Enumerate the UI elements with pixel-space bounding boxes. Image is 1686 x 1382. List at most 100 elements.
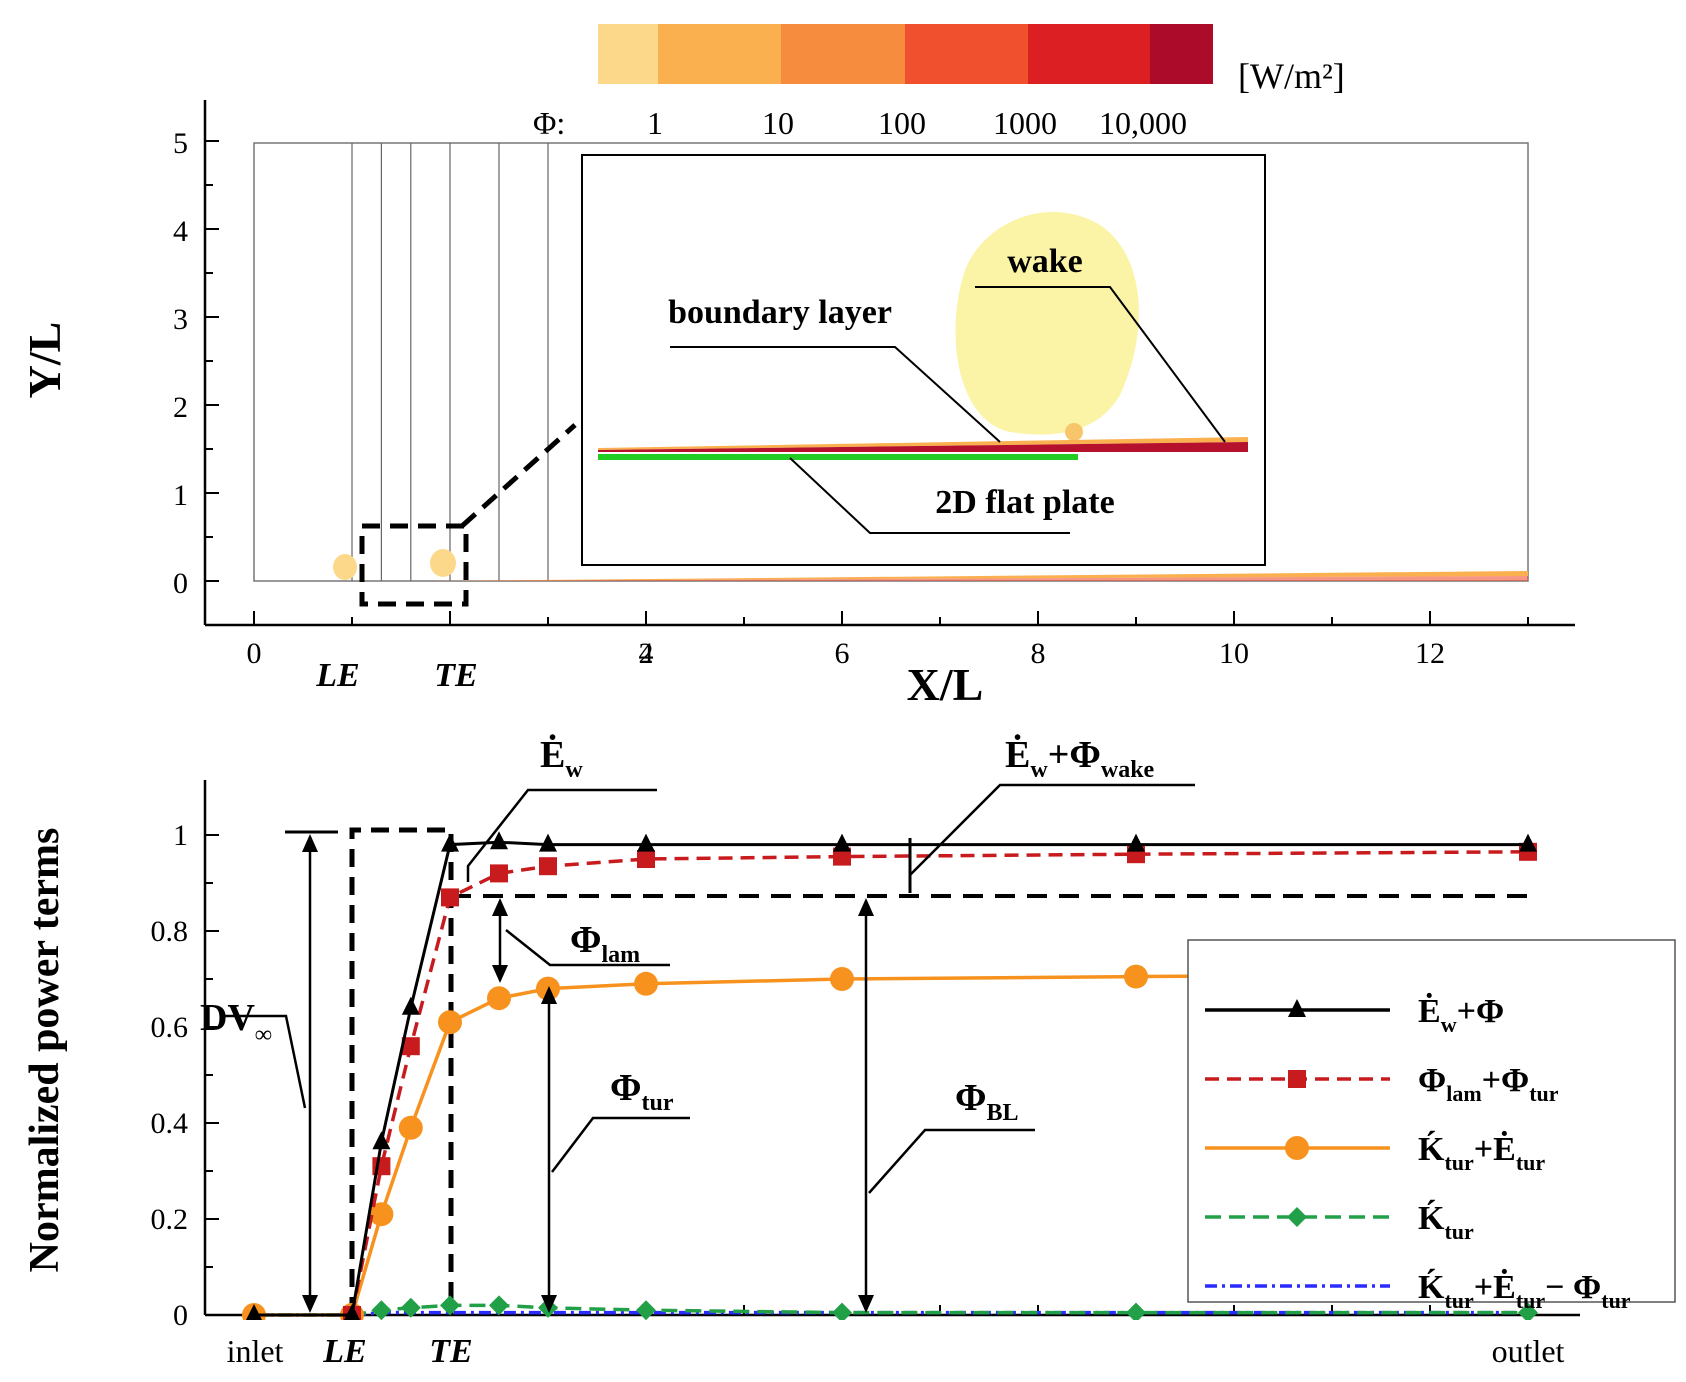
data-point-triangle [539, 833, 557, 852]
x-tick-label: 8 [1031, 637, 1046, 670]
data-point-diamond [832, 1302, 852, 1320]
data-point-triangle [441, 833, 459, 852]
phi-tur-annotation: Φtur [610, 1067, 674, 1116]
colorbar-swatch [781, 24, 905, 84]
legend-label: Ėw+Φ [1418, 992, 1504, 1037]
dv-leader [220, 1014, 307, 1109]
annotations [220, 783, 1195, 1305]
data-point-diamond [371, 1300, 392, 1320]
data-point-diamond [1126, 1302, 1146, 1320]
inset-bl-outer [598, 437, 1248, 450]
top-x-label: X/L [907, 659, 984, 710]
colorbar-tick: 100 [878, 105, 926, 141]
arrowhead [302, 1295, 318, 1313]
zoom-box [359, 523, 469, 607]
data-point-triangle [833, 833, 851, 852]
flat-plate-leader [789, 457, 1070, 534]
data-point-square [490, 864, 508, 883]
dv-reference-box [349, 827, 454, 1315]
arrowhead [492, 898, 508, 916]
phi-tur-leader [551, 1116, 690, 1173]
legend-label: Φlam+Φtur [1418, 1062, 1559, 1106]
x-tick-label: 4 [639, 637, 654, 670]
y-tick-label: 1 [173, 819, 188, 852]
bottom-y-label: Normalized power terms [22, 828, 68, 1273]
data-point-diamond [400, 1297, 421, 1318]
data-point-triangle [490, 831, 508, 850]
x-tick-label: 0 [247, 637, 262, 670]
reference-lines [349, 827, 1528, 1315]
station-lines [351, 143, 549, 581]
zoom-connector [460, 423, 577, 528]
wake-region [955, 212, 1139, 435]
le-blob [333, 554, 357, 580]
data-point-triangle [401, 996, 420, 1015]
x-tick-label: 6 [835, 637, 850, 670]
y-tick-label: 0 [173, 567, 188, 600]
y-tick-label: 2 [173, 391, 188, 424]
y-tick-label: 1 [173, 479, 188, 512]
wake-leader [975, 286, 1226, 443]
data-point-triangle [344, 1304, 360, 1320]
data-point-triangle [637, 833, 655, 852]
y-tick-label: 4 [173, 215, 188, 248]
data-point-circle [1285, 1136, 1309, 1160]
y-tick-label: 0 [173, 1299, 188, 1332]
x-label-outlet: outlet [1492, 1333, 1565, 1369]
colorbar-swatch [658, 24, 781, 84]
data-point-circle [634, 971, 658, 996]
legend-label: Ḱtur [1418, 1200, 1474, 1244]
x-tick-label: 12 [1415, 637, 1445, 670]
flat-plate-label: 2D flat plate [935, 484, 1114, 521]
arrowhead [858, 898, 874, 916]
data-point-circle [369, 1202, 394, 1227]
data-point-square [401, 1037, 420, 1056]
data-point-circle [438, 1010, 462, 1035]
boundary-layer-core [430, 576, 1528, 581]
inset-bl-core [598, 442, 1248, 452]
top-ticks [205, 140, 1529, 625]
arrowhead [541, 1295, 557, 1313]
flat-plate [598, 454, 1078, 460]
y-tick-label: 0.2 [151, 1203, 189, 1236]
arrowhead [858, 1295, 874, 1313]
x-tick-label: 2 [639, 637, 654, 670]
top-plot: 0 2 4 6 8 10 12 0 1 2 3 4 5 LE TE X/L Y/… [19, 100, 1575, 710]
legend-frame [1187, 939, 1676, 1303]
colorbar-tick: 1 [647, 105, 663, 141]
colorbar-swatch [1150, 24, 1213, 84]
phi-bl-leader [868, 1128, 1035, 1194]
series-layer [242, 831, 1540, 1320]
ew-annotation: Ėw [540, 734, 583, 783]
data-point-square [1288, 1070, 1306, 1088]
y-tick-label: 5 [173, 127, 188, 160]
x-label-te: TE [429, 1333, 472, 1370]
phi-lam-leader [505, 929, 670, 967]
data-point-circle [398, 1115, 423, 1140]
ew-leader [466, 788, 657, 882]
wake-label: wake [1007, 243, 1083, 280]
arrowheads [302, 834, 874, 1313]
data-point-diamond [1518, 1302, 1538, 1320]
le-marker: LE [315, 657, 359, 694]
data-point-circle [1124, 964, 1148, 989]
colorbar-swatch [598, 24, 658, 84]
data-point-diamond [636, 1300, 656, 1320]
data-point-triangle [372, 1131, 391, 1150]
boundary-layer-strip [430, 571, 1528, 581]
data-point-diamond [489, 1295, 509, 1316]
boundary-layer-leader [670, 346, 1001, 443]
data-point-circle [487, 986, 511, 1011]
legend: Ėw+Φ Φlam+Φtur Ḱtur+Ėtur Ḱtur Ḱtur+Ėtur− Φtu… [1187, 939, 1676, 1313]
x-tick-label: 10 [1219, 637, 1249, 670]
data-point-square [539, 857, 557, 876]
arrowhead [541, 986, 557, 1004]
ew-wake-annotation: Ėw+Φwake [1005, 734, 1155, 783]
data-point-circle [830, 967, 854, 991]
colorbar-tick: 10 [762, 105, 794, 141]
colorbar-tick: 10,000 [1099, 105, 1187, 141]
bottom-plot: 0 0.2 0.4 0.6 0.8 1 inlet LE TE outlet N… [22, 734, 1676, 1370]
dv-annotation: DV∞ [200, 997, 272, 1048]
inset: wake boundary layer 2D flat plate [581, 154, 1266, 566]
data-point-triangle [1519, 833, 1537, 852]
